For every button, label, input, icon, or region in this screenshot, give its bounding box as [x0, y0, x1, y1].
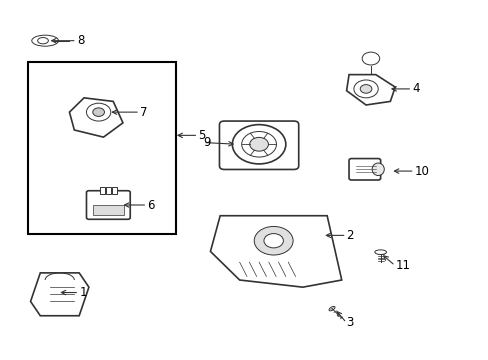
Circle shape: [93, 108, 104, 116]
Bar: [100, 187, 105, 194]
Ellipse shape: [38, 37, 48, 44]
Ellipse shape: [328, 306, 334, 311]
Bar: [93, 205, 123, 215]
Text: 7: 7: [140, 105, 147, 119]
Circle shape: [353, 80, 377, 98]
FancyBboxPatch shape: [86, 191, 130, 219]
Text: 8: 8: [77, 34, 84, 47]
Circle shape: [264, 234, 283, 248]
Ellipse shape: [32, 35, 59, 46]
Circle shape: [232, 125, 285, 164]
Bar: [112, 187, 116, 194]
Bar: [106, 187, 111, 194]
Ellipse shape: [371, 163, 384, 176]
Polygon shape: [346, 75, 394, 105]
Text: 4: 4: [411, 82, 419, 95]
Text: 3: 3: [346, 316, 353, 329]
Circle shape: [86, 103, 111, 121]
Ellipse shape: [374, 250, 386, 255]
Circle shape: [241, 131, 276, 157]
Text: 5: 5: [198, 129, 205, 142]
FancyBboxPatch shape: [219, 121, 298, 170]
Text: 2: 2: [346, 229, 353, 242]
Bar: [28, 62, 176, 234]
Text: 11: 11: [394, 259, 409, 272]
Text: 9: 9: [203, 136, 210, 149]
FancyBboxPatch shape: [348, 158, 380, 180]
Polygon shape: [69, 98, 122, 137]
Polygon shape: [30, 273, 89, 316]
Polygon shape: [210, 216, 341, 287]
Text: 1: 1: [79, 286, 86, 299]
Circle shape: [249, 138, 268, 151]
Circle shape: [254, 226, 292, 255]
Text: 6: 6: [147, 198, 154, 212]
Text: 10: 10: [414, 165, 428, 177]
Circle shape: [360, 85, 371, 93]
